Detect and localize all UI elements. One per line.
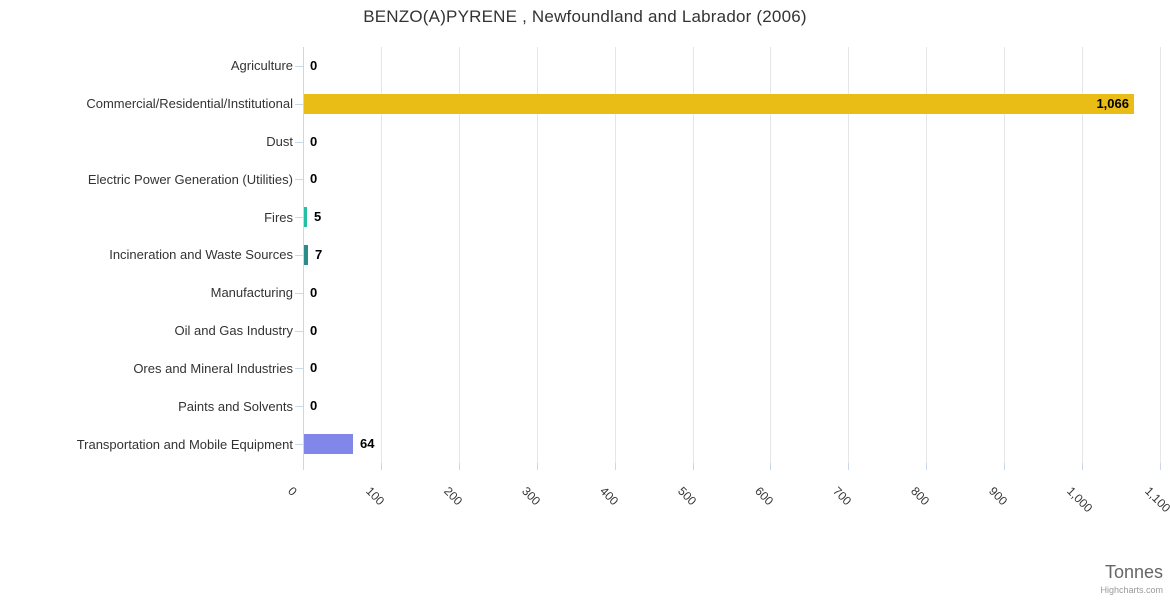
x-tick-label: 900 <box>986 484 1011 509</box>
x-tick-label: 400 <box>597 484 622 509</box>
x-axis-tick-mark <box>1082 463 1083 470</box>
bar-value-label: 0 <box>310 398 318 414</box>
bar-value-label: 5 <box>314 209 322 225</box>
category-label: Fires <box>264 209 293 225</box>
x-axis-tick-mark <box>459 463 460 470</box>
y-axis-tick-mark <box>295 255 303 256</box>
bar-value-label: 0 <box>310 322 318 338</box>
grid-line <box>537 47 538 463</box>
grid-line <box>1004 47 1005 463</box>
y-axis-tick-mark <box>295 142 303 143</box>
grid-line <box>770 47 771 463</box>
category-label: Ores and Mineral Industries <box>133 360 293 376</box>
category-label: Dust <box>266 134 293 150</box>
grid-line <box>926 47 927 463</box>
bar-fires[interactable] <box>303 207 307 227</box>
x-axis-tick-mark <box>1160 463 1161 470</box>
category-label: Paints and Solvents <box>178 398 293 414</box>
grid-line <box>381 47 382 463</box>
y-axis-tick-mark <box>295 444 303 445</box>
category-label: Commercial/Residential/Institutional <box>86 96 293 112</box>
x-axis-tick-mark <box>770 463 771 470</box>
bar-value-label: 7 <box>315 247 323 262</box>
y-axis-tick-mark <box>295 217 303 218</box>
grid-line <box>848 47 849 463</box>
category-label: Incineration and Waste Sources <box>109 247 293 263</box>
category-label: Oil and Gas Industry <box>174 323 294 339</box>
y-axis-tick-mark <box>295 368 303 369</box>
grid-line <box>693 47 694 463</box>
highcharts-credit-link[interactable]: Highcharts.com <box>1100 585 1163 595</box>
x-axis-tick-mark <box>303 463 304 470</box>
x-tick-label: 500 <box>675 484 700 509</box>
x-tick-label: 200 <box>441 484 466 509</box>
grid-line <box>615 47 616 463</box>
x-axis-tick-mark <box>693 463 694 470</box>
y-axis-line <box>303 47 304 463</box>
y-axis-tick-mark <box>295 104 303 105</box>
x-tick-label: 0 <box>285 484 300 499</box>
bar-commercial-residential-institutional[interactable] <box>303 94 1134 114</box>
x-tick-label: 700 <box>830 484 855 509</box>
y-axis-tick-mark <box>295 293 303 294</box>
chart-title: BENZO(A)PYRENE , Newfoundland and Labrad… <box>363 7 807 26</box>
grid-line <box>1082 47 1083 463</box>
x-axis-tick-mark <box>848 463 849 470</box>
x-tick-label: 1,000 <box>1064 484 1096 516</box>
bar-incineration-and-waste-sources[interactable] <box>303 245 308 265</box>
x-axis-title: Tonnes <box>1104 562 1163 582</box>
bar-value-label: 0 <box>310 360 318 376</box>
y-axis-tick-mark <box>295 331 303 332</box>
x-tick-label: 600 <box>752 484 777 509</box>
category-label: Agriculture <box>230 58 293 74</box>
x-axis-tick-mark <box>1004 463 1005 470</box>
x-axis-tick-mark <box>537 463 538 470</box>
category-axis-labels: Agriculture Commercial/Residential/Instit… <box>0 47 293 463</box>
category-label: Transportation and Mobile Equipment <box>76 436 293 452</box>
y-axis-tick-mark <box>295 406 303 407</box>
bar-value-label: 0 <box>310 284 318 300</box>
grid-line <box>1160 47 1161 463</box>
x-tick-label: 100 <box>363 484 388 509</box>
bar-transportation-and-mobile-equipment[interactable] <box>303 434 353 454</box>
y-axis-tick-mark <box>295 66 303 67</box>
x-axis-tick-mark <box>926 463 927 470</box>
bar-value-label: 0 <box>310 171 318 187</box>
x-tick-label: 1,100 <box>1142 484 1170 516</box>
grid-line <box>459 47 460 463</box>
x-tick-label: 800 <box>908 484 933 509</box>
bar-value-label: 0 <box>310 133 318 149</box>
x-axis-tick-mark <box>615 463 616 470</box>
category-label: Manufacturing <box>210 285 293 301</box>
category-label: Electric Power Generation (Utilities) <box>87 171 293 187</box>
x-axis-tick-mark <box>381 463 382 470</box>
y-axis-tick-mark <box>295 179 303 180</box>
bar-value-label: 1,066 <box>1096 95 1129 111</box>
plot-area: 0 1,066 0 0 5 7 0 0 0 0 64 <box>303 47 1161 463</box>
x-tick-label: 300 <box>519 484 544 509</box>
bar-value-label: 64 <box>360 436 375 452</box>
bar-value-label: 0 <box>310 57 318 73</box>
